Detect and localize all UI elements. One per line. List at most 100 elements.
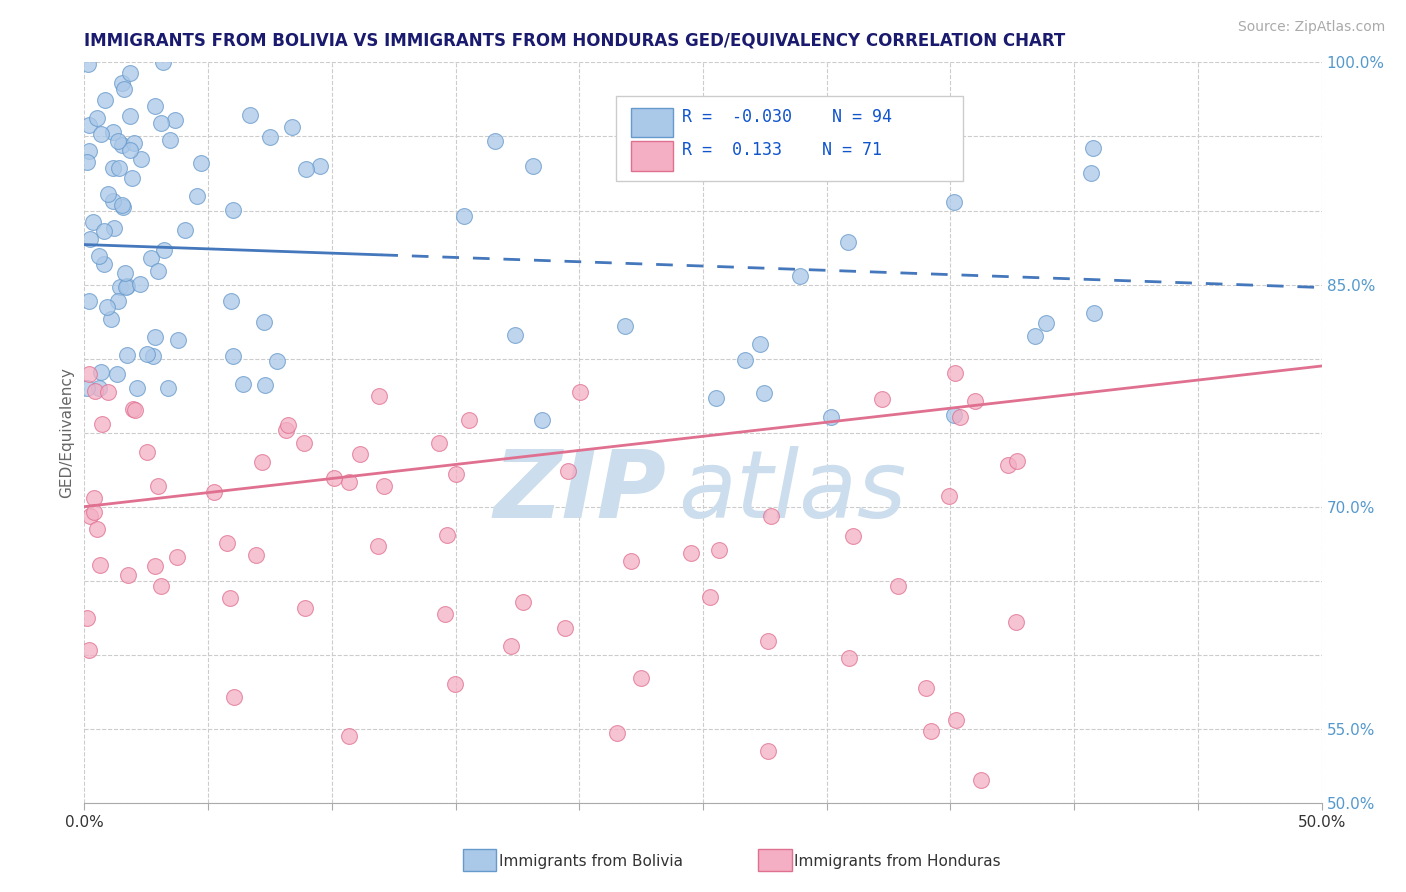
Point (107, 161, 129, 175)
Point (83, 491, 105, 506)
Point (186, 189, 208, 203)
Point (820, 410, 842, 425)
Text: R =  -0.030    N = 94: R = -0.030 N = 94 (682, 108, 891, 126)
Point (108, 280, 131, 294)
Point (427, 436, 450, 450)
Point (444, 467, 467, 481)
Point (436, 528, 458, 542)
Point (969, 772, 991, 787)
Point (914, 681, 936, 695)
Point (222, 690, 245, 705)
Point (748, 337, 770, 351)
Point (274, 423, 297, 437)
Point (501, 640, 523, 654)
Point (82, 215, 104, 229)
Text: Source: ZipAtlas.com: Source: ZipAtlas.com (1237, 21, 1385, 34)
Text: ZIP: ZIP (494, 446, 666, 538)
Point (253, 378, 276, 392)
Point (215, 536, 238, 550)
Point (122, 136, 145, 150)
Point (707, 543, 730, 558)
Point (79, 509, 101, 524)
Point (943, 366, 966, 380)
Point (110, 138, 132, 153)
Point (758, 744, 780, 758)
FancyBboxPatch shape (631, 141, 673, 170)
Point (245, 548, 267, 562)
Point (512, 594, 534, 608)
Point (232, 376, 254, 391)
Point (1007, 454, 1029, 468)
Point (569, 384, 592, 399)
Point (373, 479, 395, 493)
Point (444, 677, 467, 691)
Point (295, 162, 318, 177)
Point (280, 120, 302, 134)
Point (97, 384, 120, 399)
Point (630, 671, 652, 685)
Point (522, 159, 544, 173)
Point (759, 508, 782, 523)
Point (704, 392, 727, 406)
Text: R =  0.133    N = 71: R = 0.133 N = 71 (682, 141, 882, 159)
Point (129, 153, 152, 167)
Point (174, 223, 197, 237)
Point (76, 155, 98, 169)
Point (120, 66, 142, 80)
Point (942, 195, 965, 210)
Point (222, 202, 245, 217)
Point (1081, 141, 1104, 155)
Point (163, 113, 186, 128)
Point (90, 127, 112, 141)
Point (367, 539, 389, 553)
Point (166, 549, 188, 564)
Point (114, 266, 136, 280)
Point (76, 381, 98, 395)
Point (76, 611, 98, 625)
Point (139, 251, 162, 265)
Point (117, 567, 139, 582)
Point (734, 353, 756, 368)
Point (77, 367, 100, 381)
Point (253, 315, 276, 329)
Point (93, 224, 115, 238)
Point (963, 394, 986, 409)
Point (89, 249, 111, 263)
Point (146, 479, 169, 493)
Point (838, 651, 860, 665)
Point (949, 409, 972, 424)
Point (86, 112, 108, 126)
Point (77, 144, 100, 158)
Point (349, 447, 371, 461)
Point (842, 529, 865, 543)
Point (699, 590, 721, 604)
Text: IMMIGRANTS FROM BOLIVIA VS IMMIGRANTS FROM HONDURAS GED/EQUIVALENCY CORRELATION : IMMIGRANTS FROM BOLIVIA VS IMMIGRANTS FR… (84, 32, 1066, 50)
Point (120, 109, 142, 123)
Point (143, 329, 166, 343)
Point (619, 554, 641, 568)
Point (218, 591, 240, 605)
Text: atlas: atlas (678, 446, 907, 537)
Point (129, 277, 152, 291)
Point (1024, 328, 1046, 343)
Point (90, 365, 112, 379)
Point (259, 129, 281, 144)
Point (112, 82, 135, 96)
Point (125, 381, 148, 395)
Point (277, 417, 299, 432)
Point (557, 464, 579, 478)
Point (117, 348, 139, 362)
Point (143, 559, 166, 574)
Point (150, 578, 173, 592)
Point (239, 107, 262, 121)
Point (167, 333, 190, 347)
Point (101, 194, 124, 208)
Point (79, 232, 101, 246)
FancyBboxPatch shape (631, 108, 673, 137)
Point (145, 99, 167, 113)
Point (142, 349, 165, 363)
Point (1004, 615, 1026, 629)
Point (453, 209, 475, 223)
Point (997, 458, 1019, 472)
FancyBboxPatch shape (616, 95, 963, 181)
